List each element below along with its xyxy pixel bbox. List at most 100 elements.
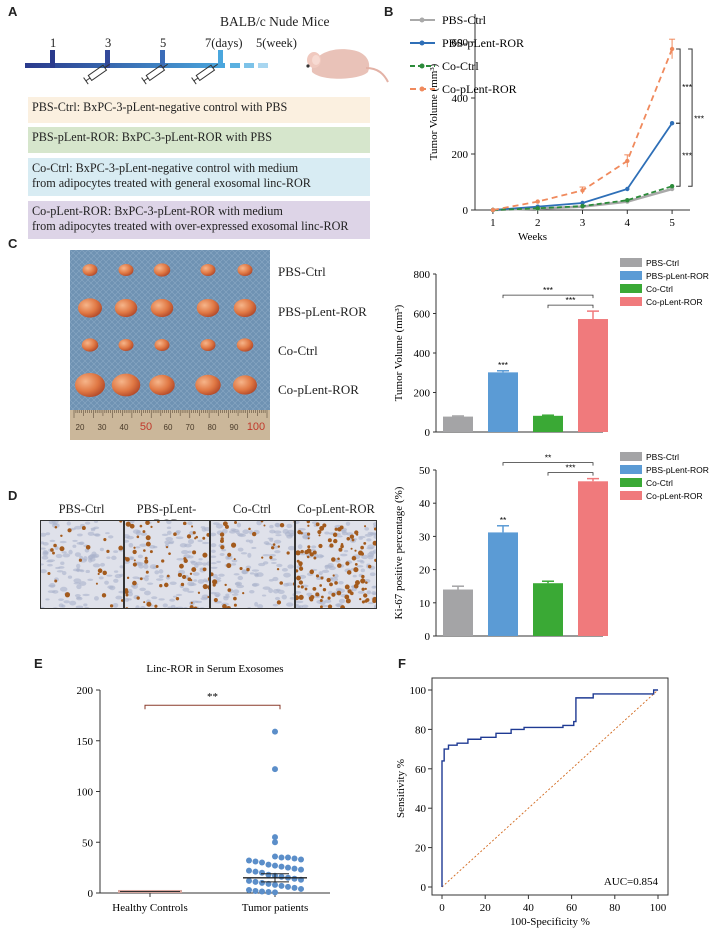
- legend-marker: [419, 40, 425, 46]
- tissue-nucleus: [76, 584, 82, 590]
- ki67-positive-cell: [334, 527, 338, 531]
- x-tick-label: 80: [609, 902, 621, 914]
- ki67-positive-cell: [359, 598, 362, 601]
- tissue-nucleus: [175, 536, 184, 540]
- ki67-positive-cell: [248, 527, 251, 531]
- tissue-nucleus: [254, 573, 259, 578]
- tissue-nucleus: [113, 578, 119, 583]
- ki67-positive-cell: [337, 563, 342, 568]
- timeline-bar: [25, 63, 225, 68]
- ki67-positive-cell: [246, 567, 250, 572]
- tissue-nucleus: [187, 521, 193, 526]
- ki67-positive-cell: [333, 538, 338, 544]
- ki67-positive-cell: [322, 587, 327, 592]
- x-tick-label: 100: [650, 902, 667, 914]
- tissue-nucleus: [240, 552, 248, 555]
- legend-label: PBS-pLent-ROR: [646, 465, 709, 475]
- plot-frame: [431, 677, 669, 896]
- tissue-nucleus: [373, 534, 376, 539]
- data-point: [259, 879, 265, 886]
- significance-bracket: [502, 294, 594, 299]
- x-tick-label: Healthy Controls: [112, 902, 187, 914]
- x-tick-label: 0: [439, 902, 445, 914]
- tissue-nucleus: [221, 548, 227, 552]
- ki67-positive-cell: [59, 546, 65, 552]
- y-tick-label: 20: [415, 843, 427, 855]
- ki67-positive-cell: [125, 607, 129, 608]
- y-tick-label: 0: [88, 888, 94, 900]
- tissue-nucleus: [41, 547, 46, 550]
- tissue-nucleus: [89, 557, 96, 562]
- tissue-nucleus: [206, 561, 209, 566]
- significance-bracket: [676, 48, 681, 124]
- ki67-positive-cell: [315, 522, 320, 527]
- ki67-positive-cell: [337, 527, 342, 532]
- ki67-positive-cell: [318, 543, 323, 549]
- ihc-image-pbs-plent-ror: [124, 520, 210, 609]
- tissue-nucleus: [231, 593, 239, 596]
- tissue-nucleus: [272, 603, 279, 607]
- ki67-positive-cell: [180, 582, 185, 587]
- y-tick-label: 600: [414, 309, 431, 321]
- x-tick-label: 1: [490, 217, 496, 229]
- ki67-positive-cell: [52, 551, 55, 555]
- tissue-nucleus: [183, 606, 188, 608]
- data-point: [252, 858, 259, 865]
- tissue-nucleus: [343, 549, 349, 553]
- y-axis-label: Tumor Volume (mm³): [393, 304, 405, 401]
- tissue-nucleus: [49, 539, 56, 543]
- ki67-positive-cell: [183, 557, 187, 561]
- ki67-positive-cell: [293, 521, 294, 523]
- x-tick-label: Tumor patients: [242, 902, 309, 914]
- tissue-nucleus: [254, 601, 259, 607]
- tissue-nucleus: [199, 607, 205, 608]
- y-tick-label: 200: [414, 388, 431, 400]
- tumor-sample: [75, 373, 105, 397]
- tissue-nucleus: [338, 598, 346, 604]
- ki67-positive-cell: [145, 541, 151, 547]
- ki67-positive-cell: [296, 550, 301, 556]
- ki67-positive-cell: [54, 526, 58, 529]
- ki67-positive-cell: [125, 521, 131, 527]
- legend-label: PBS-Ctrl: [646, 258, 679, 268]
- tissue-nucleus: [143, 590, 151, 596]
- ki67-positive-cell: [296, 595, 300, 601]
- legend-marker: [419, 63, 425, 69]
- tissue-nucleus: [41, 606, 45, 608]
- ki67-positive-cell: [296, 559, 300, 563]
- tissue-nucleus: [90, 528, 96, 532]
- ki67-positive-cell: [277, 545, 281, 548]
- ki67-positive-cell: [60, 534, 63, 538]
- ki67-positive-cell: [179, 563, 184, 569]
- ki67-positive-cell: [193, 606, 198, 608]
- tissue-nucleus: [130, 556, 135, 561]
- tissue-nucleus: [135, 605, 140, 608]
- legend-swatch: [620, 491, 642, 500]
- tissue-nucleus: [283, 572, 291, 578]
- tissue-nucleus: [273, 545, 279, 549]
- timeline-label-days: 7(days): [205, 36, 243, 50]
- tissue-nucleus: [167, 606, 173, 608]
- mouse-icon: [306, 49, 389, 83]
- tissue-nucleus: [182, 587, 190, 592]
- significance-label: ***: [543, 285, 554, 295]
- ki67-positive-cell: [272, 543, 276, 546]
- tissue-nucleus: [100, 562, 105, 567]
- ki67-positive-cell: [374, 558, 376, 562]
- auc-label: AUC=0.854: [604, 876, 659, 888]
- tissue-nucleus: [165, 537, 174, 541]
- ki67-positive-cell: [136, 596, 140, 600]
- ki67-positive-cell: [306, 555, 310, 559]
- ki67-positive-cell: [103, 538, 107, 542]
- tumor-sample: [233, 375, 257, 395]
- data-point: [259, 888, 265, 895]
- ki67-positive-cell: [306, 521, 310, 524]
- ki67-positive-cell: [186, 534, 192, 539]
- ki67-positive-cell: [334, 581, 338, 585]
- tissue-nucleus: [212, 574, 218, 579]
- tissue-nucleus: [69, 600, 77, 606]
- tissue-nucleus: [324, 564, 329, 570]
- tissue-nucleus: [274, 522, 280, 527]
- tissue-nucleus: [52, 589, 59, 594]
- tissue-nucleus: [321, 604, 329, 608]
